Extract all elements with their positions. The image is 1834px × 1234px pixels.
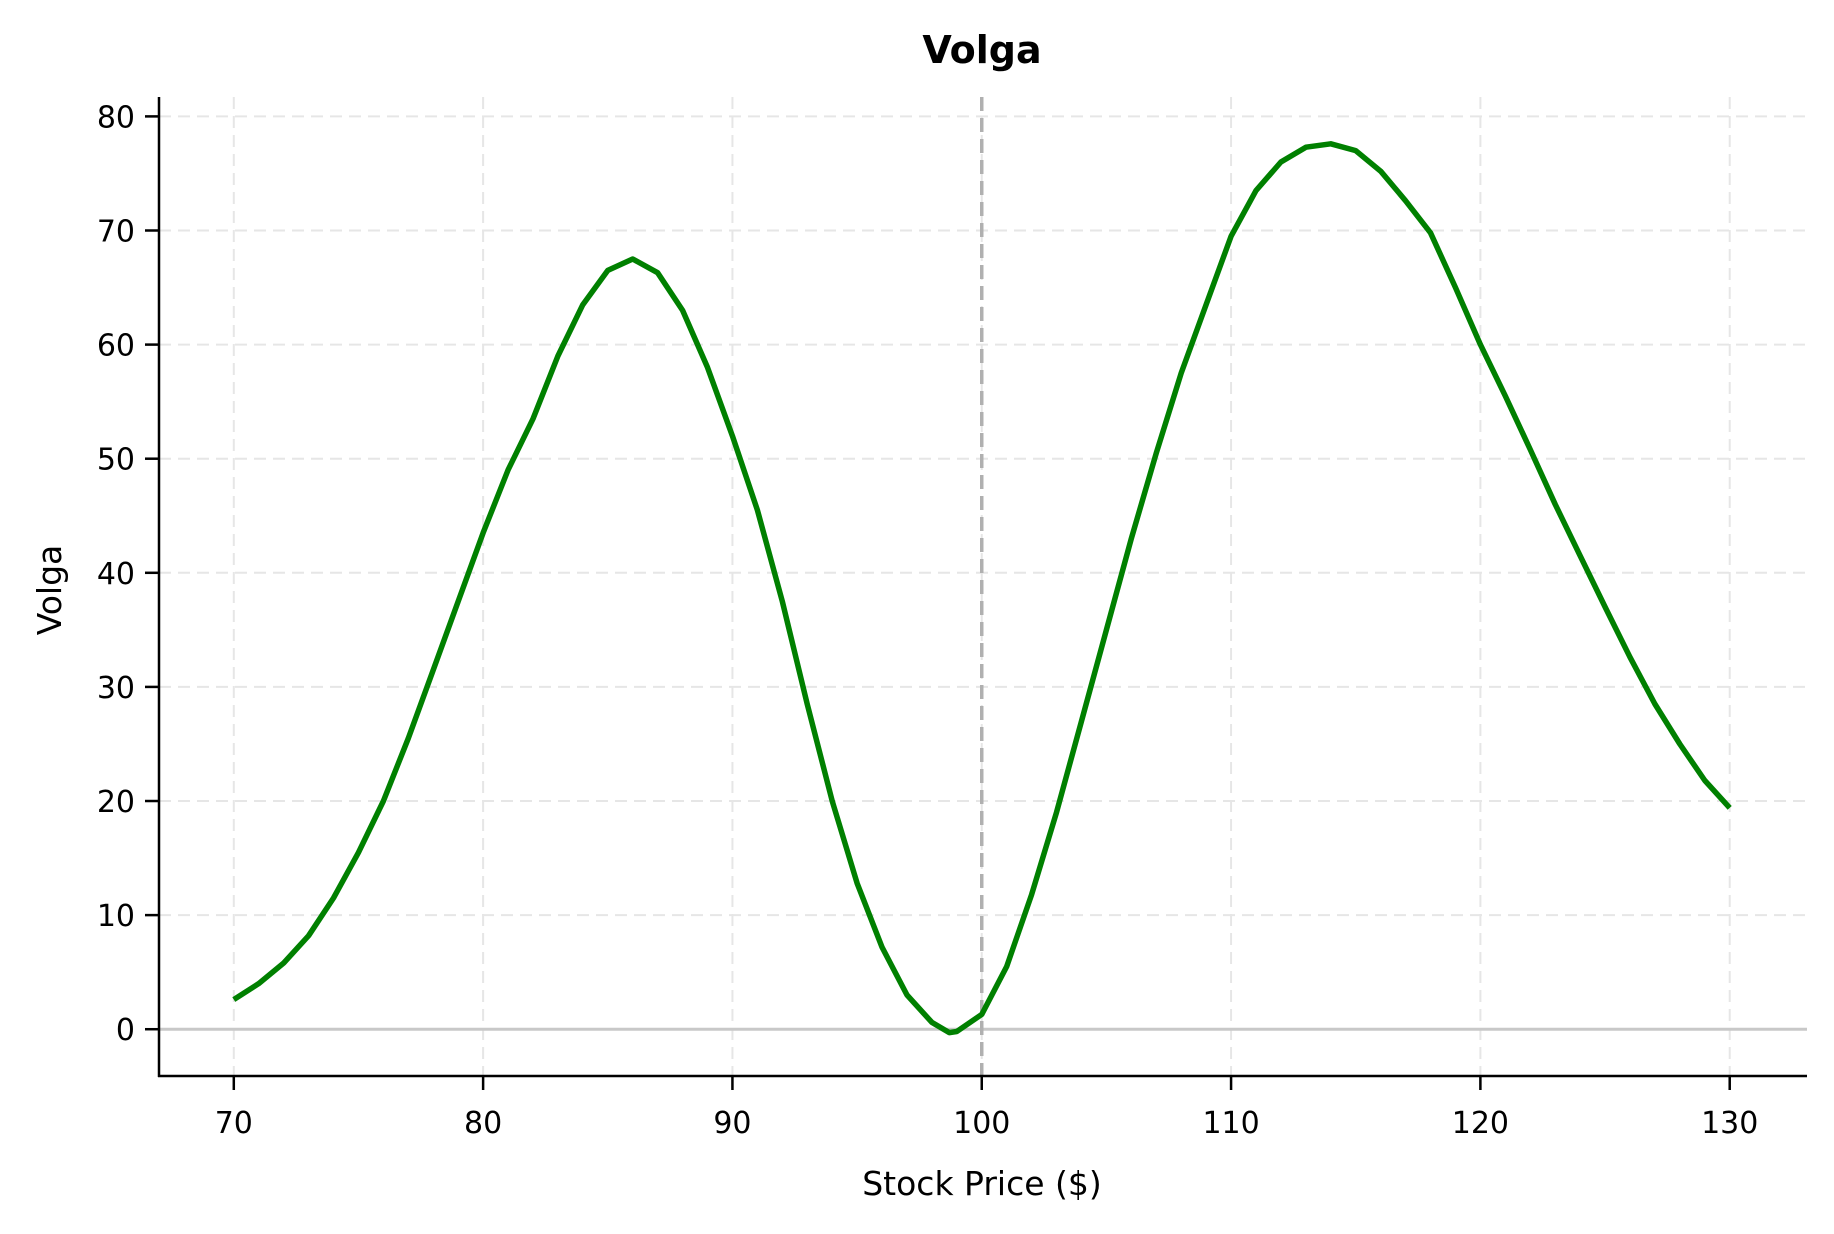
y-tick-label: 80 — [97, 100, 135, 135]
y-tick-label: 40 — [97, 557, 135, 592]
series-lines — [232, 141, 1732, 1036]
x-tick-label: 90 — [713, 1106, 751, 1141]
axes — [145, 97, 1807, 1090]
y-tick-label: 0 — [116, 1013, 135, 1048]
x-tick-label: 120 — [1452, 1106, 1509, 1141]
chart-title: Volga — [922, 28, 1041, 72]
x-axis-label: Stock Price ($) — [862, 1164, 1102, 1203]
x-tick-label: 130 — [1701, 1106, 1758, 1141]
y-tick-label: 10 — [97, 899, 135, 934]
reference-lines — [159, 97, 1807, 1076]
volga-series-line — [232, 141, 1732, 1036]
x-tick-label: 80 — [464, 1106, 502, 1141]
y-axis-label: Volga — [30, 545, 69, 636]
y-tick-label: 60 — [97, 329, 135, 364]
y-tick-label: 50 — [97, 443, 135, 478]
x-tick-label: 110 — [1202, 1106, 1259, 1141]
y-tick-label: 20 — [97, 785, 135, 820]
tick-labels: 70 80 90 100 110 120 130 0 10 20 30 40 50 60 70 80 — [97, 100, 1759, 1141]
y-tick-label: 30 — [97, 671, 135, 706]
x-tick-label: 100 — [953, 1106, 1010, 1141]
x-tick-label: 70 — [215, 1106, 253, 1141]
y-tick-label: 70 — [97, 215, 135, 250]
